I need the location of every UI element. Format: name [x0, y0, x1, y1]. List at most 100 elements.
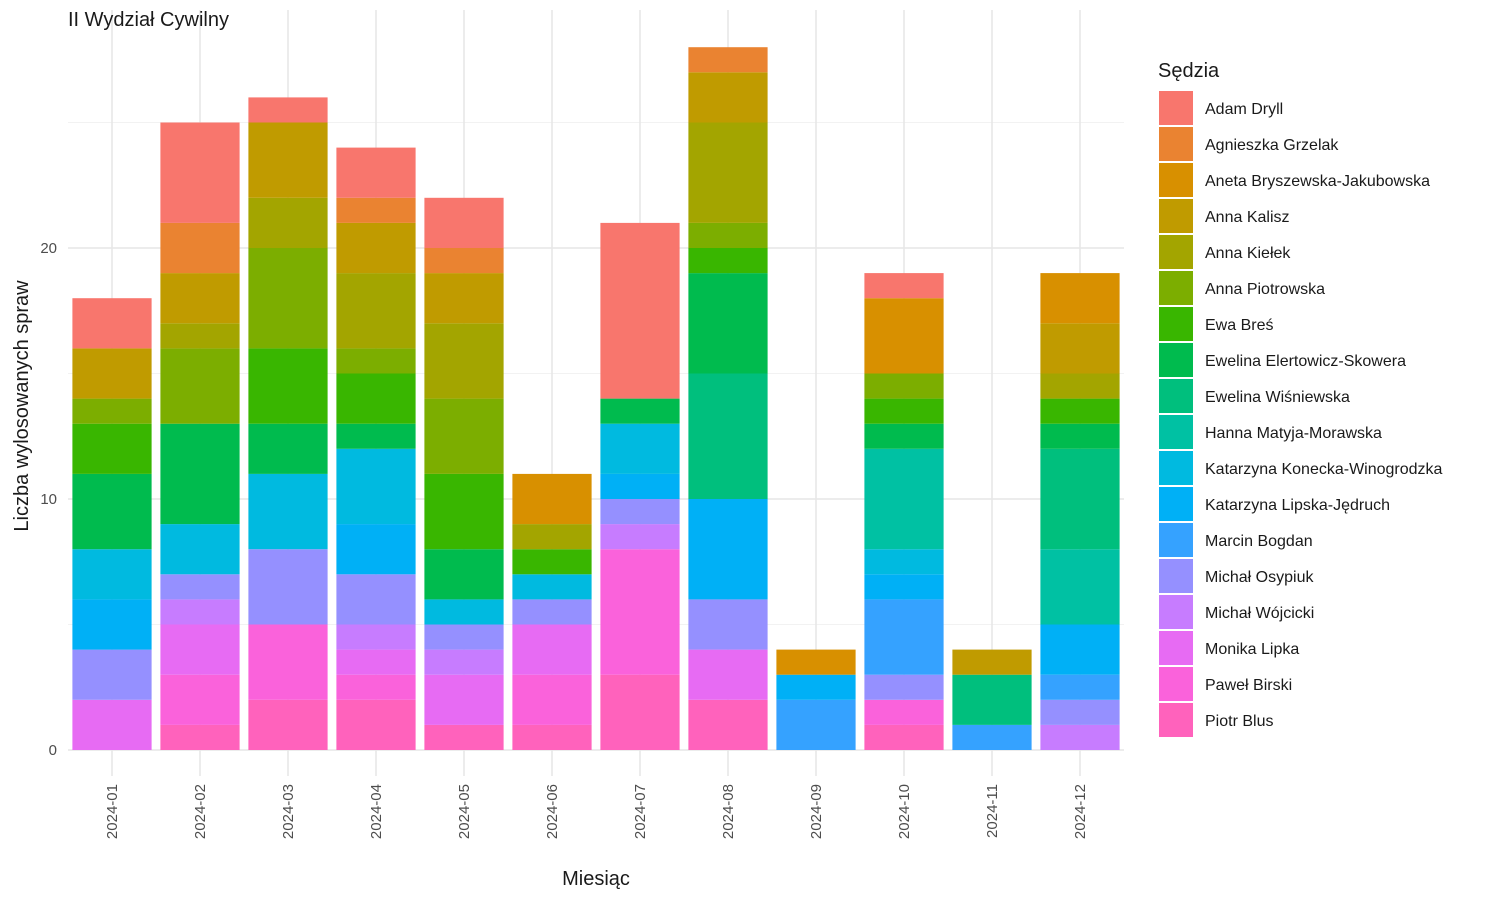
- bar-segment: [776, 649, 856, 675]
- bar-segment: [160, 599, 240, 625]
- legend-item-label: Aneta Bryszewska-Jakubowska: [1205, 173, 1430, 190]
- bar-segment: [512, 674, 592, 725]
- bar-segment: [512, 549, 592, 575]
- legend-swatch: [1159, 199, 1193, 233]
- bar-segment: [864, 699, 944, 725]
- bar-segment: [952, 674, 1032, 725]
- legend-title: Sędzia: [1158, 60, 1220, 82]
- legend-item-label: Hanna Matyja-Morawska: [1205, 425, 1382, 442]
- bar-segment: [336, 273, 416, 349]
- bar-segment: [336, 699, 416, 750]
- bar-segment: [1040, 448, 1120, 550]
- legend-item-label: Marcin Bogdan: [1205, 533, 1313, 550]
- bar-segment: [72, 473, 152, 550]
- bar-segment: [160, 323, 240, 349]
- bar-segment: [864, 423, 944, 449]
- legend-swatch: [1159, 667, 1193, 701]
- x-tick-label: 2024-05: [456, 784, 473, 839]
- legend-swatch: [1159, 235, 1193, 269]
- legend-item-label: Agnieszka Grzelak: [1205, 137, 1339, 154]
- bar-segment: [248, 197, 328, 248]
- bar-segment: [248, 97, 328, 123]
- legend-item-label: Paweł Birski: [1205, 677, 1292, 694]
- bar-segment: [72, 649, 152, 700]
- bar-segment: [688, 699, 768, 750]
- legend-item-label: Katarzyna Konecka-Winogrodzka: [1205, 461, 1443, 478]
- bar-segment: [1040, 423, 1120, 449]
- legend-item-label: Michał Osypiuk: [1205, 569, 1314, 586]
- bar-segment: [424, 674, 504, 725]
- x-tick-label: 2024-09: [808, 784, 825, 839]
- bars: [72, 47, 1120, 750]
- x-tick-label: 2024-03: [280, 784, 297, 839]
- legend-swatch: [1159, 307, 1193, 341]
- bar-segment: [248, 549, 328, 625]
- legend-swatch: [1159, 559, 1193, 593]
- bar-segment: [600, 222, 680, 399]
- bar-segment: [160, 524, 240, 575]
- bar-segment: [336, 574, 416, 625]
- legend-swatch: [1159, 379, 1193, 413]
- bar-segment: [424, 649, 504, 675]
- axes: 0 10 20 2024-01 2024-02 2024-03 2024-04 2024-05…: [40, 240, 1089, 839]
- bar-segment: [336, 624, 416, 650]
- bar-segment: [864, 724, 944, 750]
- bar-segment: [864, 298, 944, 374]
- legend-item-label: Ewelina Wiśniewska: [1205, 389, 1350, 406]
- bar-segment: [336, 222, 416, 274]
- bar-segment: [424, 473, 504, 550]
- bar-segment: [600, 524, 680, 550]
- legend-item-label: Adam Dryll: [1205, 101, 1283, 118]
- bar-segment: [600, 473, 680, 499]
- bar-segment: [864, 373, 944, 399]
- bar-segment: [688, 72, 768, 123]
- legend-item-label: Anna Piotrowska: [1205, 281, 1325, 298]
- bar-segment: [512, 724, 592, 750]
- bar-segment: [1040, 273, 1120, 324]
- bar-segment: [512, 574, 592, 600]
- bar-segment: [600, 549, 680, 675]
- legend-swatch: [1159, 343, 1193, 377]
- legend-swatch: [1159, 91, 1193, 125]
- bar-segment: [688, 499, 768, 600]
- bar-segment: [248, 624, 328, 700]
- bar-segment: [512, 524, 592, 550]
- bar-segment: [424, 549, 504, 600]
- x-tick-label: 2024-06: [544, 784, 561, 839]
- bar-segment: [864, 448, 944, 550]
- y-tick-label: 0: [49, 742, 57, 759]
- bar-segment: [72, 549, 152, 600]
- bar-segment: [688, 273, 768, 374]
- bar-segment: [776, 674, 856, 700]
- bar-segment: [160, 724, 240, 750]
- bar-segment: [160, 423, 240, 525]
- bar-segment: [160, 674, 240, 725]
- legend-swatch: [1159, 163, 1193, 197]
- x-tick-label: 2024-11: [984, 784, 1001, 838]
- bar-segment: [72, 599, 152, 650]
- x-tick-label: 2024-04: [368, 784, 385, 839]
- legend-item-label: Ewa Breś: [1205, 317, 1273, 334]
- bar-segment: [160, 222, 240, 274]
- bar-segment: [688, 373, 768, 499]
- bar-segment: [1040, 373, 1120, 399]
- bar-segment: [864, 674, 944, 700]
- bar-segment: [160, 122, 240, 223]
- bar-segment: [248, 122, 328, 198]
- bar-segment: [160, 273, 240, 324]
- legend-swatch: [1159, 631, 1193, 665]
- legend-swatch: [1159, 523, 1193, 557]
- bar-segment: [336, 524, 416, 575]
- bar-segment: [72, 423, 152, 474]
- bar-segment: [248, 699, 328, 750]
- bar-segment: [512, 599, 592, 625]
- bar-segment: [1040, 549, 1120, 625]
- bar-segment: [160, 574, 240, 600]
- legend-swatch: [1159, 487, 1193, 521]
- bar-segment: [688, 47, 768, 73]
- bar-segment: [248, 473, 328, 550]
- bar-segment: [336, 197, 416, 223]
- legend-swatch: [1159, 127, 1193, 161]
- legend: Sędzia Adam Dryll Agnieszka Grzelak Aneta …: [1158, 60, 1443, 737]
- bar-segment: [864, 549, 944, 575]
